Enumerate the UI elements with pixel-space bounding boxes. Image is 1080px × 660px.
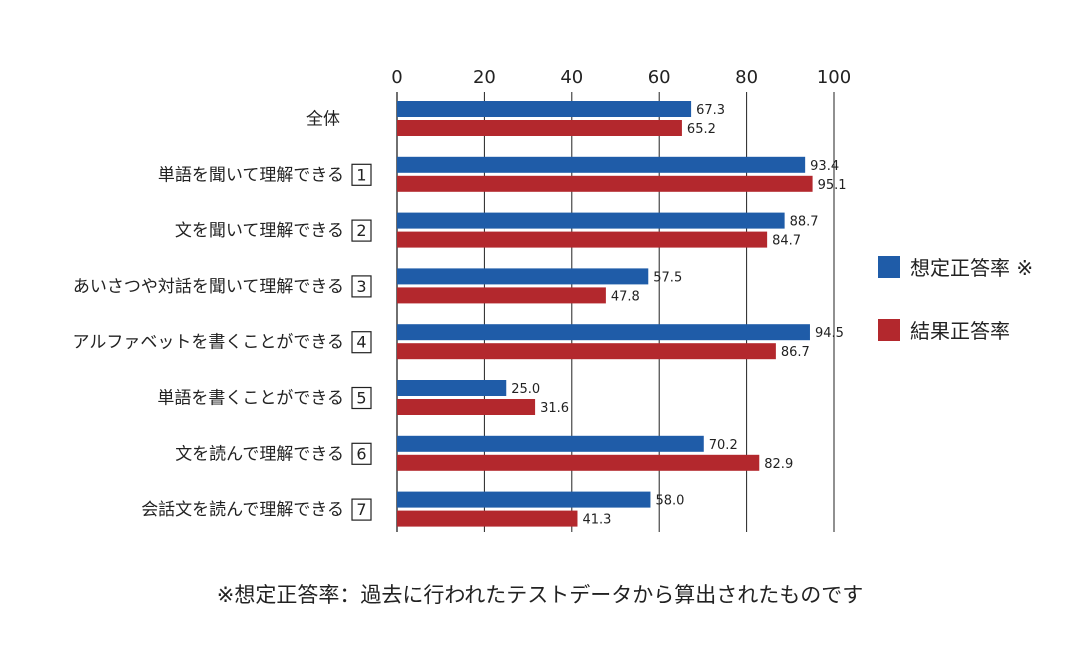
x-tick-label: 100 xyxy=(817,67,851,88)
bar-result-5 xyxy=(397,399,536,415)
bar-expected-5 xyxy=(397,380,507,396)
x-tick-label: 20 xyxy=(473,67,496,88)
data-label: 88.7 xyxy=(790,215,819,230)
bar-expected-0 xyxy=(397,101,692,117)
bar-result-1 xyxy=(397,175,813,192)
bars xyxy=(397,101,813,527)
category-label: 文を読んで理解できる xyxy=(175,444,344,464)
bar-expected-4 xyxy=(397,324,810,341)
category-number: 7 xyxy=(356,500,366,519)
bar-expected-7 xyxy=(397,491,651,508)
data-label: 84.7 xyxy=(772,234,801,249)
x-tick-label: 80 xyxy=(735,67,758,88)
category-number: 4 xyxy=(356,333,366,352)
legend-swatch-result xyxy=(878,319,900,341)
category-labels: 全体 1 単語を聞いて理解できる 2 文を聞いて理解できる 3 あいさつや対話を聞いて理解で… xyxy=(73,110,372,521)
footnote: ※想定正答率：過去に行われたテストデータから算出されたものです xyxy=(217,583,864,607)
data-label: 41.3 xyxy=(582,513,611,528)
category-number: 3 xyxy=(356,277,366,296)
bar-expected-2 xyxy=(397,212,785,229)
bar-expected-1 xyxy=(397,156,806,173)
bar-result-6 xyxy=(397,454,760,471)
category-label: 単語を聞いて理解できる xyxy=(158,165,344,185)
x-tick-label: 40 xyxy=(560,67,583,88)
data-label: 65.2 xyxy=(687,122,716,137)
legend-label-expected: 想定正答率 ※ xyxy=(910,256,1033,280)
bar-result-4 xyxy=(397,343,776,360)
category-label: 会話文を読んで理解できる xyxy=(141,500,344,520)
bar-result-0 xyxy=(397,120,682,136)
x-tick-label: 0 xyxy=(391,67,402,88)
x-tick-label: 60 xyxy=(648,67,671,88)
category-number: 1 xyxy=(356,165,366,184)
category-label: 単語を書くことができる xyxy=(157,389,344,409)
category-number-box xyxy=(351,386,372,410)
bar-result-2 xyxy=(397,231,768,248)
category-number-box xyxy=(351,163,372,186)
bar-expected-6 xyxy=(397,435,704,452)
legend-swatch-expected xyxy=(878,256,900,278)
data-label: 86.7 xyxy=(781,345,810,360)
category-label: 文を聞いて理解できる xyxy=(175,221,344,241)
data-label: 25.0 xyxy=(511,382,540,397)
data-label: 58.0 xyxy=(655,494,684,509)
category-label: あいさつや対話を聞いて理解できる xyxy=(73,277,344,297)
data-label: 93.4 xyxy=(810,159,839,174)
data-label: 82.9 xyxy=(764,457,793,472)
bar-result-7 xyxy=(397,510,578,527)
data-label: 94.5 xyxy=(815,326,844,341)
data-label: 47.8 xyxy=(611,289,640,304)
data-label: 95.1 xyxy=(818,178,847,193)
category-label: アルファベットを書くことができる xyxy=(73,333,345,353)
bar-expected-3 xyxy=(397,268,649,285)
legend: 想定正答率 ※ 結果正答率 xyxy=(878,256,1033,343)
category-number: 5 xyxy=(356,389,366,408)
data-labels: 67.3 65.2 93.4 95.1 88.7 84.7 57.5 47.8 94.5 86.7… xyxy=(511,103,846,528)
category-number-box xyxy=(351,331,372,354)
category-number-box xyxy=(351,219,372,242)
data-label: 57.5 xyxy=(653,270,682,285)
category-number: 6 xyxy=(356,444,366,463)
bar-result-3 xyxy=(397,287,606,304)
data-label: 67.3 xyxy=(696,103,725,118)
category-number-box xyxy=(351,442,372,465)
category-label: 全体 xyxy=(306,110,340,130)
data-label: 31.6 xyxy=(540,401,569,416)
category-number: 2 xyxy=(356,221,366,240)
legend-label-result: 結果正答率 xyxy=(910,319,1010,343)
data-label: 70.2 xyxy=(709,438,738,453)
x-axis-ticks: 0 20 40 60 80 100 xyxy=(391,67,851,88)
category-number-box xyxy=(351,275,372,298)
category-number-box xyxy=(351,498,372,521)
